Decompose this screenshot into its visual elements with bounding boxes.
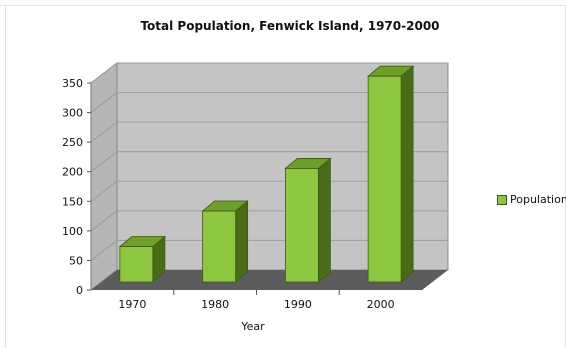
bar-side-2000	[400, 65, 414, 283]
gridline-side	[90, 210, 118, 232]
x-axis-ticks: 1970 1980 1990 2000	[118, 290, 395, 311]
x-axis-title: Year	[240, 320, 265, 333]
legend: Population	[497, 193, 566, 206]
x-tick-label-1990: 1990	[284, 298, 312, 311]
gridline-side	[90, 121, 118, 143]
y-tick-label: 200	[62, 166, 83, 179]
chart-title: Total Population, Fenwick Island, 1970-2…	[140, 19, 439, 33]
gridline-side	[90, 180, 118, 202]
x-tick-label-1970: 1970	[118, 298, 146, 311]
y-tick-label: 350	[62, 77, 83, 90]
legend-label-population: Population	[510, 193, 566, 206]
x-tick-label-2000: 2000	[367, 298, 395, 311]
left-border-line	[5, 5, 6, 348]
bar-side-1990	[317, 157, 331, 283]
bar-1980	[202, 210, 237, 283]
y-tick-label: 100	[62, 225, 83, 238]
y-tick-label: 50	[69, 254, 83, 267]
gridline-side	[90, 240, 118, 261]
chart-walls	[90, 61, 449, 292]
legend-swatch-population	[497, 194, 507, 205]
bar-2000	[367, 75, 402, 283]
y-tick-label: 0	[76, 284, 83, 297]
y-tick-label: 150	[62, 195, 83, 208]
bar-1970	[119, 246, 154, 283]
bar-1990	[284, 168, 319, 283]
gridline-side	[90, 151, 118, 173]
side-wall	[90, 61, 118, 292]
top-border-line	[0, 5, 566, 6]
gridline-side	[90, 92, 118, 113]
floor	[91, 270, 448, 290]
y-tick-label: 300	[62, 107, 83, 120]
y-tick-label: 250	[62, 136, 83, 149]
bar-side-1980	[235, 200, 249, 283]
y-axis-ticks: 0 50 100 150 200 250 300 350	[62, 77, 83, 297]
chart-bars	[118, 65, 415, 283]
gridline-side	[90, 62, 118, 84]
x-tick-label-1980: 1980	[201, 298, 229, 311]
